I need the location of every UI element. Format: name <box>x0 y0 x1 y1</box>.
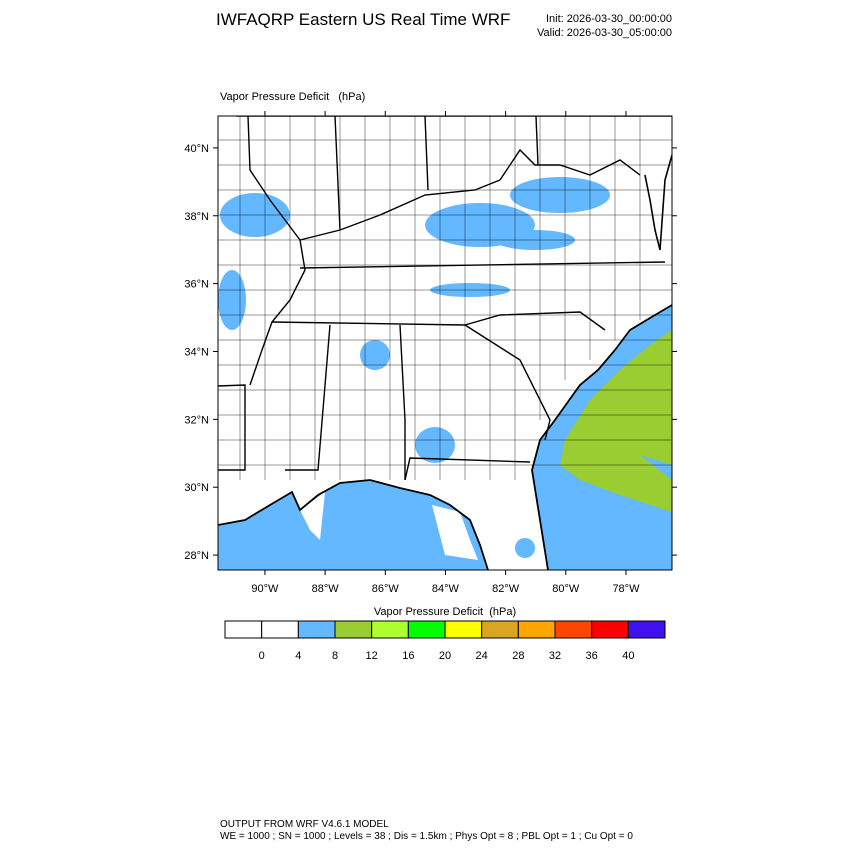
colorbar-label: 24 <box>476 650 488 662</box>
colorbar-label: 4 <box>295 650 301 662</box>
colorbar-box <box>407 620 446 639</box>
x-tick-label: 86°W <box>372 583 400 595</box>
footer-line: OUTPUT FROM WRF V4.6.1 MODEL <box>220 819 389 830</box>
colorbar-label: 20 <box>439 650 451 662</box>
colorbar-label: 12 <box>366 650 378 662</box>
valid-time: Valid: 2026-03-30_05:00:00 <box>537 27 672 39</box>
y-tick-label: 30°N <box>184 482 209 494</box>
title: IWFAQRP Eastern US Real Time WRF <box>216 10 510 29</box>
colorbar: 0 4 8 12 16 20 24 28 32 36 40 <box>224 620 666 662</box>
county-grid <box>218 116 672 480</box>
x-tick-label: 80°W <box>552 583 580 595</box>
y-tick-label: 34°N <box>184 346 209 358</box>
y-tick-label: 32°N <box>184 414 209 426</box>
colorbar-label: 16 <box>402 650 414 662</box>
gulf-water <box>218 480 488 570</box>
colorbar-box <box>591 620 629 639</box>
y-tick-label: 38°N <box>184 211 209 223</box>
offshore-patch <box>560 330 672 512</box>
y-tick-label: 40°N <box>184 143 209 155</box>
coastline <box>218 304 672 570</box>
x-tick-label: 84°W <box>432 583 460 595</box>
colorbar-title: Vapor Pressure Deficit (hPa) <box>374 606 516 618</box>
colorbar-label: 8 <box>332 650 338 662</box>
colorbar-box <box>517 620 556 639</box>
colorbar-box <box>371 620 409 639</box>
colorbar-box <box>444 620 483 639</box>
colorbar-box <box>261 620 299 639</box>
map <box>217 115 673 571</box>
plot-label: Vapor Pressure Deficit (hPa) <box>220 91 365 103</box>
colorbar-box <box>334 620 373 639</box>
x-tick-label: 82°W <box>492 583 520 595</box>
y-tick-label: 36°N <box>184 279 209 291</box>
colorbar-label: 28 <box>512 650 524 662</box>
x-tick-label: 90°W <box>251 583 279 595</box>
y-tick-label: 28°N <box>184 550 209 562</box>
colorbar-box <box>297 620 336 639</box>
x-tick-label: 78°W <box>612 583 640 595</box>
colorbar-box <box>627 620 666 639</box>
colorbar-label: 36 <box>586 650 598 662</box>
state-borders <box>218 116 672 481</box>
colorbar-label: 40 <box>622 650 634 662</box>
colorbar-label: 0 <box>259 650 265 662</box>
chesapeake <box>644 154 672 251</box>
colorbar-box <box>481 620 519 639</box>
init-time: Init: 2026-03-30_00:00:00 <box>546 13 672 25</box>
colorbar-box <box>224 620 263 639</box>
footer-line: WE = 1000 ; SN = 1000 ; Levels = 38 ; Di… <box>220 831 633 842</box>
gulf-low-vpd <box>300 492 325 540</box>
x-tick-label: 88°W <box>312 583 340 595</box>
colorbar-label: 32 <box>549 650 561 662</box>
gulf-low-vpd <box>432 505 478 560</box>
colorbar-box <box>554 620 593 639</box>
